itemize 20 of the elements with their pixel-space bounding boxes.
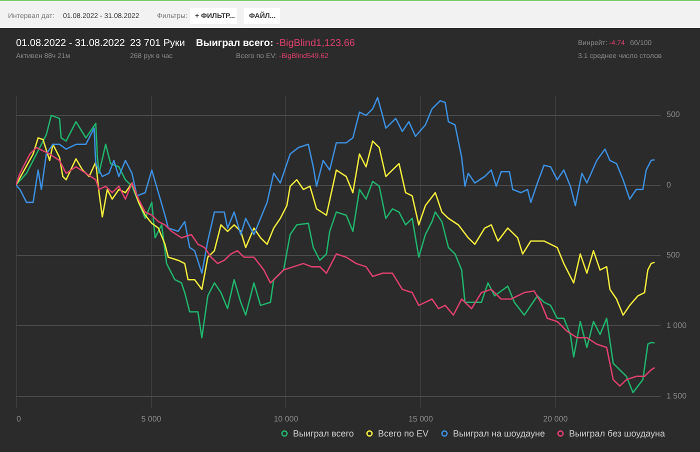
x-tick-label: 20 000: [543, 414, 568, 424]
legend-label: Выиграл на шоудауне: [453, 428, 545, 438]
y-tick-label: 500: [666, 250, 680, 260]
legend-label: Всего по EV: [378, 428, 428, 438]
y-tick-label: 1 500: [666, 391, 688, 400]
x-tick-label: 5 000: [141, 414, 162, 424]
text: 23 701 Руки: [130, 38, 185, 49]
line-series: [16, 96, 656, 274]
x-tick-label: 0: [16, 414, 22, 424]
line-series: [16, 137, 656, 316]
y-tick-label: 1 000: [666, 320, 688, 330]
text: Выиграл всего:: [196, 38, 274, 49]
legend-label: Выиграл всего: [293, 428, 354, 438]
y-tick-label: 0: [666, 180, 672, 190]
y-tick-label: 500: [666, 110, 680, 120]
chart-title: 01.08.2022 - 31.08.2022: [16, 38, 126, 49]
text: -BigBlind1,123.66: [276, 38, 356, 49]
legend-label: Выиграл без шоудауна: [569, 428, 665, 438]
x-tick-label: 15 000: [408, 414, 434, 424]
x-tick-label: 10 000: [274, 414, 299, 424]
